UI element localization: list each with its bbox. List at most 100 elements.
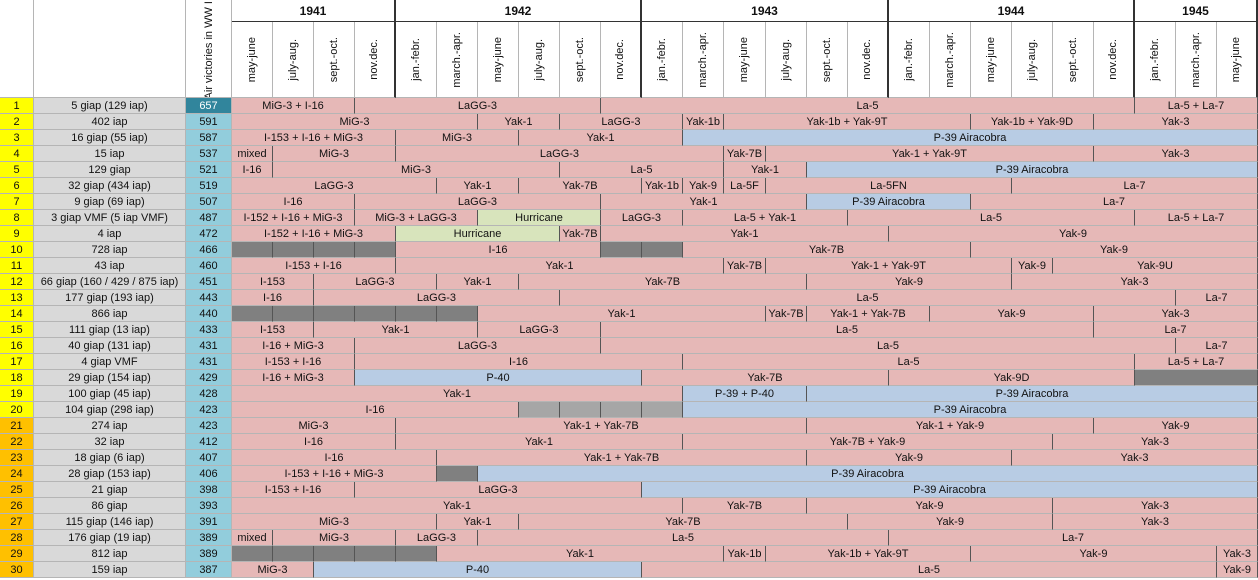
aircraft-segment: P-39 Airacobra bbox=[807, 194, 971, 210]
cell-text: 20 bbox=[10, 403, 23, 416]
row-number: 3 bbox=[0, 130, 34, 146]
row-number: 22 bbox=[0, 434, 34, 450]
cell-text: P-39 Airacobra bbox=[933, 403, 1007, 416]
cell-text: La-5 bbox=[671, 531, 695, 544]
cell-text: Yak-1 bbox=[545, 259, 574, 272]
cell-text: P-39 Airacobra bbox=[831, 467, 904, 480]
aircraft-segment: Yak-1 bbox=[519, 130, 683, 146]
cell-text: Yak-9 bbox=[1223, 563, 1251, 576]
cell-text: 30 bbox=[10, 563, 23, 576]
cell-text: 466 bbox=[199, 243, 218, 256]
aircraft-segment bbox=[232, 306, 273, 322]
header-victories: Air victories in WW II bbox=[186, 0, 232, 98]
cell-text: Yak-1 + Yak-7B bbox=[563, 419, 639, 432]
cell-text: MiG-3 bbox=[442, 131, 472, 144]
aircraft-segment: Yak-9 bbox=[1012, 258, 1053, 274]
aircraft-segment: LaGG-3 bbox=[601, 210, 683, 226]
cell-text: LaGG-3 bbox=[621, 211, 662, 224]
aircraft-segment: MiG-3 bbox=[232, 562, 314, 578]
aircraft-segment bbox=[519, 402, 560, 418]
cell-text: 487 bbox=[199, 211, 218, 224]
cell-text: La-5 bbox=[876, 339, 900, 352]
aircraft-segment: La-5 bbox=[848, 210, 1135, 226]
period-header: july-aug. bbox=[519, 22, 560, 98]
cell-text: 16 giap (55 iap) bbox=[71, 131, 148, 144]
cell-text: LaGG-3 bbox=[539, 147, 580, 160]
victory-count: 443 bbox=[186, 290, 232, 306]
unit-name: 43 iap bbox=[34, 258, 186, 274]
period-header: may-june bbox=[478, 22, 519, 98]
cell-text: 728 iap bbox=[91, 243, 128, 256]
cell-text: 472 bbox=[199, 227, 218, 240]
cell-text: La-7 bbox=[1102, 195, 1126, 208]
cell-text: Yak-1 bbox=[566, 547, 594, 560]
aircraft-segment: Yak-9U bbox=[1053, 258, 1258, 274]
aircraft-segment: Yak-1 bbox=[478, 114, 560, 130]
cell-text: La-5 bbox=[897, 355, 920, 368]
aircraft-segment bbox=[273, 242, 314, 258]
cell-text: july-aug. bbox=[532, 38, 545, 81]
cell-text: Yak-1b + Yak-9D bbox=[990, 115, 1074, 128]
cell-text: mixed bbox=[237, 147, 267, 160]
period-header: march.-apr. bbox=[1176, 22, 1217, 98]
cell-text: 15 bbox=[10, 323, 23, 336]
cell-text: 4 bbox=[13, 147, 20, 160]
cell-text: Yak-1b bbox=[727, 547, 762, 560]
cell-text: 115 giap (146 iap) bbox=[65, 515, 154, 528]
aircraft-segment: I-152 + I-16 + MiG-3 bbox=[232, 210, 355, 226]
aircraft-segment: La-5 + La-7 bbox=[1135, 210, 1258, 226]
aircraft-segment: La-7 bbox=[1012, 178, 1258, 194]
period-header: may-june bbox=[232, 22, 273, 98]
aircraft-segment: Yak-1 + Yak-9 bbox=[807, 418, 1094, 434]
aircraft-segment: P-39 Airacobra bbox=[807, 162, 1258, 178]
aircraft-segment bbox=[273, 546, 314, 562]
unit-name: 9 giap (69 iap) bbox=[34, 194, 186, 210]
victory-count: 428 bbox=[186, 386, 232, 402]
victory-count: 387 bbox=[186, 562, 232, 578]
aircraft-segment bbox=[314, 546, 355, 562]
victory-count: 407 bbox=[186, 450, 232, 466]
cell-text: Yak-7B bbox=[644, 275, 681, 288]
unit-name: 177 giap (193 iap) bbox=[34, 290, 186, 306]
cell-text: march.-apr. bbox=[696, 31, 709, 88]
unit-name: 104 giap (298 iap) bbox=[34, 402, 186, 418]
victory-count: 412 bbox=[186, 434, 232, 450]
cell-text: I-153 bbox=[259, 323, 286, 336]
period-header: sept.-oct. bbox=[314, 22, 355, 98]
cell-text: Yak-3 bbox=[1161, 147, 1190, 160]
cell-text: Yak-1b bbox=[644, 179, 680, 192]
cell-text: july-aug. bbox=[1025, 38, 1038, 81]
aircraft-segment: La-5 bbox=[478, 530, 889, 546]
victory-count: 431 bbox=[186, 338, 232, 354]
unit-name: 111 giap (13 iap) bbox=[34, 322, 186, 338]
aircraft-segment: I-153 + I-16 + MiG-3 bbox=[232, 130, 396, 146]
aircraft-segment bbox=[437, 466, 478, 482]
cell-text: 423 bbox=[199, 403, 218, 416]
row-number: 18 bbox=[0, 370, 34, 386]
aircraft-segment: MiG-3 + I-16 bbox=[232, 98, 355, 114]
cell-text: sept.-oct. bbox=[573, 36, 586, 83]
aircraft-segment: La-5 + La-7 bbox=[1135, 98, 1258, 114]
aircraft-segment: MiG-3 bbox=[396, 130, 519, 146]
aircraft-segment: Yak-9 bbox=[807, 450, 1012, 466]
aircraft-segment: La-5 bbox=[683, 354, 1135, 370]
unit-name: 728 iap bbox=[34, 242, 186, 258]
cell-text: I-16 bbox=[283, 195, 303, 208]
cell-text: 412 bbox=[199, 435, 218, 448]
cell-text: MiG-3 bbox=[298, 419, 329, 432]
period-header: july-aug. bbox=[766, 22, 807, 98]
period-header: march.-apr. bbox=[437, 22, 478, 98]
cell-text: 5 bbox=[13, 163, 20, 176]
year-1942: 1942 bbox=[396, 0, 642, 22]
cell-text: march.-apr. bbox=[1189, 31, 1202, 88]
cell-text: 4 iap bbox=[97, 227, 122, 240]
cell-text: Yak-9 bbox=[895, 451, 923, 464]
row-number: 17 bbox=[0, 354, 34, 370]
cell-text: 100 giap (45 iap) bbox=[68, 387, 151, 400]
cell-text: La-7 bbox=[1205, 339, 1228, 352]
aircraft-segment: Yak-1 bbox=[437, 274, 519, 290]
cell-text: Air victories in WW II bbox=[202, 0, 215, 98]
cell-text: La-5 + La-7 bbox=[1167, 99, 1225, 112]
period-header: nov.dec. bbox=[601, 22, 642, 98]
aircraft-segment: LaGG-3 bbox=[478, 322, 601, 338]
